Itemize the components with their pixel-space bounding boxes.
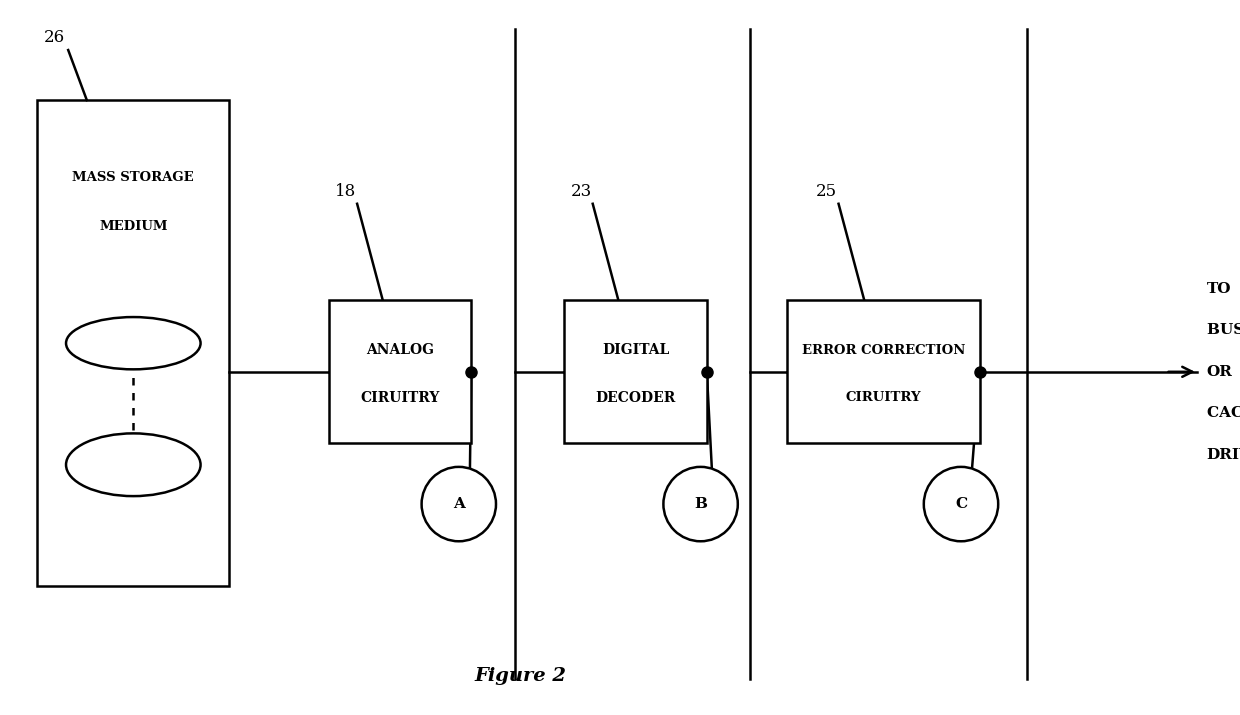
Text: TO: TO xyxy=(1207,282,1231,296)
Text: CIRUITRY: CIRUITRY xyxy=(360,390,440,405)
Text: MASS STORAGE: MASS STORAGE xyxy=(72,172,195,184)
Text: DIGITAL: DIGITAL xyxy=(601,343,670,358)
Ellipse shape xyxy=(663,467,738,541)
Text: ANALOG: ANALOG xyxy=(366,343,434,358)
Text: 18: 18 xyxy=(335,183,356,200)
Bar xyxy=(37,100,229,586)
Text: DRIVE: DRIVE xyxy=(1207,448,1240,462)
Text: BUS 34: BUS 34 xyxy=(1207,323,1240,337)
Text: ERROR CORRECTION: ERROR CORRECTION xyxy=(802,344,965,357)
Ellipse shape xyxy=(66,317,201,370)
Text: B: B xyxy=(694,497,707,511)
Ellipse shape xyxy=(66,433,201,496)
Text: A: A xyxy=(453,497,465,511)
Text: 23: 23 xyxy=(570,183,591,200)
Bar xyxy=(329,300,471,443)
Ellipse shape xyxy=(422,467,496,541)
Text: C: C xyxy=(955,497,967,511)
Text: CIRUITRY: CIRUITRY xyxy=(846,391,921,404)
Ellipse shape xyxy=(924,467,998,541)
Text: 25: 25 xyxy=(816,183,837,200)
Text: CACHE 30: CACHE 30 xyxy=(1207,406,1240,420)
Text: Figure 2: Figure 2 xyxy=(475,666,567,685)
Text: DECODER: DECODER xyxy=(595,390,676,405)
Bar xyxy=(564,300,707,443)
Text: 26: 26 xyxy=(43,29,64,46)
Bar xyxy=(787,300,980,443)
Text: MEDIUM: MEDIUM xyxy=(99,220,167,233)
Text: OR: OR xyxy=(1207,365,1233,379)
